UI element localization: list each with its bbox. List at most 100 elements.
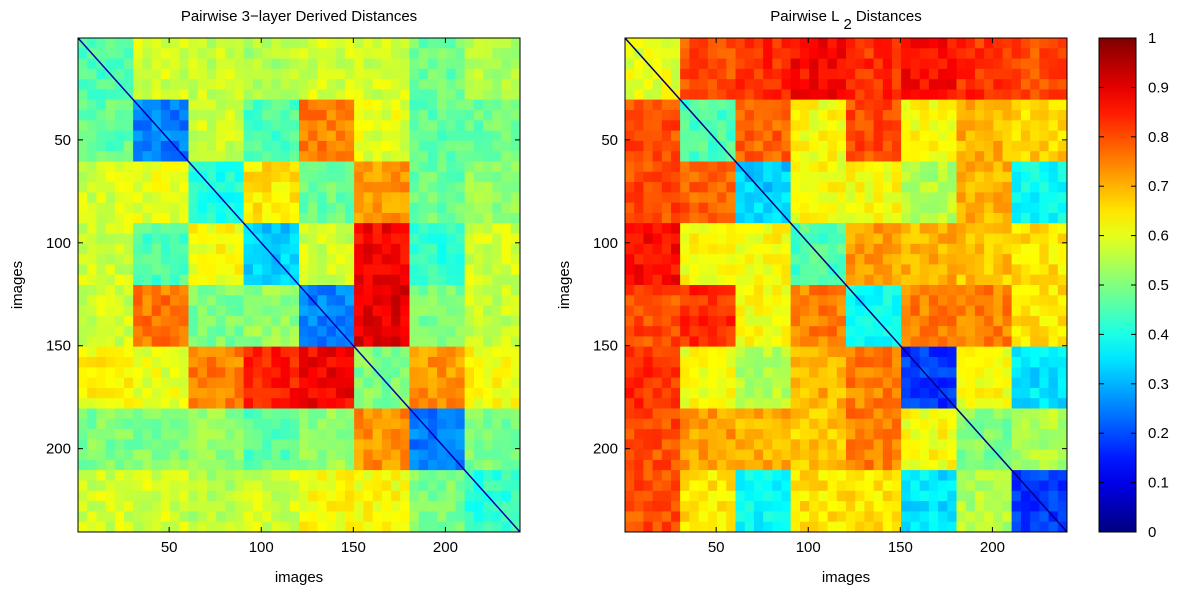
- heatmap-cell: [901, 326, 911, 337]
- heatmap-cell: [437, 285, 447, 296]
- heatmap-cell: [1020, 295, 1031, 306]
- heatmap-cell: [928, 285, 939, 296]
- heatmap-cell: [142, 490, 153, 502]
- heatmap-cell: [96, 38, 107, 49]
- heatmap-cell: [836, 336, 847, 348]
- heatmap-cell: [372, 418, 383, 430]
- heatmap-cell: [464, 326, 475, 337]
- heatmap-cell: [160, 326, 171, 337]
- heatmap-cell: [391, 243, 401, 255]
- heatmap-cell: [818, 408, 828, 420]
- heatmap-cell: [717, 171, 727, 183]
- heatmap-cell: [882, 305, 893, 317]
- heatmap-cell: [133, 346, 143, 358]
- heatmap-cell: [744, 511, 755, 523]
- heatmap-cell: [1048, 439, 1059, 451]
- heatmap-cell: [335, 223, 346, 234]
- heatmap-cell: [625, 470, 635, 481]
- heatmap-cell: [1011, 490, 1022, 502]
- heatmap-cell: [464, 521, 475, 533]
- heatmap-cell: [483, 315, 493, 327]
- heatmap-cell: [363, 171, 374, 183]
- heatmap-cell: [473, 79, 484, 90]
- heatmap-cell: [372, 387, 383, 399]
- heatmap-cell: [280, 233, 291, 245]
- heatmap-cell: [1002, 326, 1013, 337]
- heatmap-cell: [947, 357, 957, 368]
- heatmap-cell: [634, 243, 644, 255]
- heatmap-cell: [882, 192, 893, 204]
- heatmap-cell: [308, 212, 318, 224]
- heatmap-cell: [280, 38, 291, 49]
- heatmap-cell: [735, 315, 746, 327]
- heatmap-cell: [188, 120, 199, 132]
- heatmap-cell: [317, 264, 328, 276]
- heatmap-cell: [1002, 99, 1013, 111]
- heatmap-cell: [864, 151, 875, 162]
- heatmap-cell: [391, 429, 401, 440]
- heatmap-cell: [993, 501, 1003, 512]
- heatmap-cell: [781, 326, 792, 337]
- heatmap-cell: [726, 285, 736, 296]
- heatmap-cell: [262, 367, 272, 379]
- x-tick-label: 100: [796, 539, 821, 556]
- heatmap-cell: [753, 521, 764, 533]
- heatmap-cell: [956, 521, 967, 533]
- heatmap-cell: [671, 212, 681, 224]
- heatmap-cell: [372, 171, 383, 183]
- heatmap-cell: [280, 58, 291, 70]
- heatmap-cell: [947, 161, 957, 173]
- heatmap-cell: [707, 326, 718, 337]
- heatmap-cell: [809, 120, 819, 132]
- heatmap-cell: [661, 161, 672, 173]
- heatmap-cell: [993, 120, 1003, 132]
- heatmap-cell: [625, 439, 635, 451]
- heatmap-cell: [299, 192, 309, 204]
- heatmap-cell: [938, 326, 948, 337]
- heatmap-cell: [993, 130, 1003, 142]
- heatmap-cell: [492, 140, 502, 152]
- heatmap-cell: [892, 295, 902, 306]
- heatmap-cell: [680, 285, 690, 296]
- heatmap-cell: [437, 480, 447, 492]
- heatmap-cell: [689, 99, 700, 111]
- heatmap-cell: [680, 305, 690, 317]
- heatmap-cell: [974, 161, 985, 173]
- heatmap-cell: [643, 346, 654, 358]
- heatmap-cell: [271, 130, 281, 142]
- heatmap-cell: [753, 243, 764, 255]
- heatmap-cell: [170, 439, 180, 451]
- heatmap-cell: [956, 346, 967, 358]
- heatmap-cell: [335, 120, 346, 132]
- heatmap-cell: [372, 315, 383, 327]
- heatmap-cell: [698, 161, 709, 173]
- heatmap-cell: [391, 212, 401, 224]
- heatmap-cell: [133, 110, 143, 121]
- heatmap-cell: [836, 429, 847, 440]
- heatmap-cell: [910, 79, 921, 90]
- heatmap-cell: [326, 161, 337, 173]
- heatmap-cell: [427, 243, 438, 255]
- heatmap-cell: [252, 171, 263, 183]
- heatmap-cell: [363, 305, 374, 317]
- heatmap-cell: [864, 449, 875, 461]
- heatmap-cell: [892, 521, 902, 533]
- heatmap-cell: [170, 48, 180, 59]
- heatmap-cell: [455, 130, 466, 142]
- heatmap-cell: [234, 367, 245, 379]
- heatmap-cell: [836, 182, 847, 193]
- heatmap-cell: [1011, 418, 1022, 430]
- heatmap-cell: [299, 490, 309, 502]
- heatmap-cell: [243, 38, 254, 49]
- heatmap-cell: [864, 377, 875, 389]
- heatmap-cell: [634, 387, 644, 399]
- heatmap-cell: [956, 490, 967, 502]
- heatmap-cell: [87, 418, 97, 430]
- heatmap-cell: [938, 521, 948, 533]
- heatmap-cell: [781, 521, 792, 533]
- heatmap-cell: [956, 161, 967, 173]
- heatmap-cell: [188, 408, 199, 420]
- heatmap-cell: [735, 449, 746, 461]
- heatmap-cell: [271, 408, 281, 420]
- heatmap-cell: [170, 68, 180, 80]
